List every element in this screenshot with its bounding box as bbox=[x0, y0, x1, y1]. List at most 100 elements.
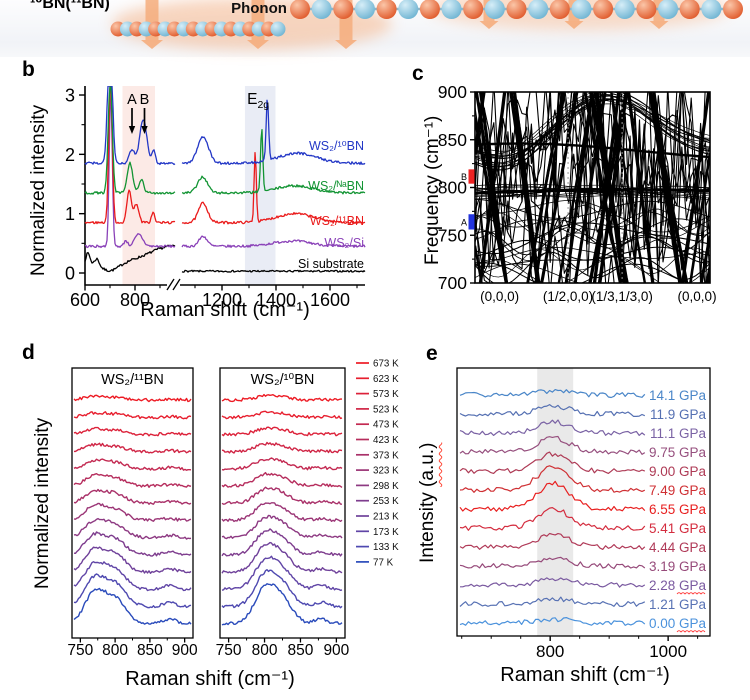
svg-text:423 K: 423 K bbox=[373, 435, 399, 446]
svg-text:1600: 1600 bbox=[310, 290, 350, 310]
svg-text:700: 700 bbox=[438, 273, 467, 293]
svg-text:800: 800 bbox=[120, 290, 150, 310]
panel-c-plot: 700 750 800 850 900 (0,0,0) (1/2,0,0)(1/3,1/3,… bbox=[438, 82, 717, 304]
nitrogen-atom bbox=[658, 0, 679, 19]
svg-text:11.1 GPa: 11.1 GPa bbox=[650, 426, 707, 441]
svg-text:573 K: 573 K bbox=[373, 389, 399, 400]
nitrogen-atom bbox=[354, 0, 375, 19]
temperature-legend: 673 K 623 K 573 K 523 K 473 K 423 K 373 K 323 K… bbox=[356, 359, 399, 568]
svg-text:850: 850 bbox=[438, 130, 467, 150]
spectrum-WS₂/¹⁰BN bbox=[84, 86, 366, 166]
svg-text:1: 1 bbox=[65, 204, 75, 224]
pressure-spectra: 14.1 GPa 11.9 GPa 11.1 GPa 9.75 GPa 9.00 GPa… bbox=[459, 388, 707, 633]
svg-text:2: 2 bbox=[65, 145, 75, 165]
svg-text:173 K: 173 K bbox=[373, 527, 399, 538]
svg-text:800: 800 bbox=[252, 642, 278, 659]
svg-text:5.41 GPa: 5.41 GPa bbox=[649, 521, 707, 536]
svg-text:A: A bbox=[127, 92, 137, 108]
panel-c-letter: c bbox=[412, 62, 424, 85]
svg-text:Si substrate: Si substrate bbox=[298, 257, 364, 271]
boron-atom bbox=[636, 0, 657, 19]
boron-atom bbox=[506, 0, 527, 19]
svg-text:0: 0 bbox=[65, 264, 75, 284]
svg-text:(1/3,1/3,0): (1/3,1/3,0) bbox=[591, 289, 653, 304]
nitrogen-atom bbox=[571, 0, 592, 19]
nitrogen-atom bbox=[311, 0, 332, 19]
axes: 600 800 1200 1400 1600 0 1 2 3 bbox=[65, 86, 365, 310]
phonon-schematic-drawing bbox=[110, 0, 743, 50]
svg-text:900: 900 bbox=[438, 82, 467, 102]
svg-text:800: 800 bbox=[536, 642, 564, 661]
panel-b-plot: 600 800 1200 1400 1600 0 1 2 3 WS₂/¹⁰BNWS₂/ᴺᵃBNWS… bbox=[65, 86, 366, 310]
svg-text:9.00 GPa: 9.00 GPa bbox=[649, 464, 707, 479]
svg-text:850: 850 bbox=[137, 642, 163, 659]
svg-text:WS₂/¹¹BN: WS₂/¹¹BN bbox=[310, 214, 364, 228]
svg-text:750: 750 bbox=[67, 642, 93, 659]
svg-text:77 K: 77 K bbox=[373, 557, 394, 568]
svg-text:7.49 GPa: 7.49 GPa bbox=[649, 483, 707, 498]
svg-text:(0,0,0): (0,0,0) bbox=[480, 289, 519, 304]
zone-boundary-lines bbox=[567, 92, 623, 283]
subpanel-WS₂/¹¹BN: WS₂/¹¹BN 750 800 850 900 bbox=[67, 367, 198, 659]
svg-text:6.55 GPa: 6.55 GPa bbox=[649, 502, 707, 517]
nitrogen-atom bbox=[270, 21, 286, 37]
svg-text:1400: 1400 bbox=[256, 290, 296, 310]
phonon-bands bbox=[475, 92, 710, 283]
panel-e-plot: 14.1 GPa 11.9 GPa 11.1 GPa 9.75 GPa 9.00 GPa… bbox=[456, 367, 711, 661]
boron-atom bbox=[290, 0, 310, 19]
svg-text:B: B bbox=[140, 92, 150, 108]
svg-text:A: A bbox=[461, 217, 467, 227]
svg-text:0.00 GPa: 0.00 GPa bbox=[649, 616, 707, 631]
svg-text:WS₂/¹¹BN: WS₂/¹¹BN bbox=[101, 372, 164, 388]
boron-atom bbox=[679, 0, 700, 19]
svg-text:623 K: 623 K bbox=[373, 374, 399, 385]
nitrogen-atom bbox=[614, 0, 635, 19]
panel-b-letter: b bbox=[22, 58, 35, 81]
svg-text:4.44 GPa: 4.44 GPa bbox=[649, 540, 707, 555]
subpanel-WS₂/¹⁰BN: WS₂/¹⁰BN 750 800 850 900 bbox=[216, 367, 350, 659]
panel-d-xlabel: Raman shift (cm⁻¹) bbox=[125, 668, 295, 690]
svg-text:3: 3 bbox=[65, 86, 75, 106]
svg-text:800: 800 bbox=[438, 178, 467, 198]
boron-atom bbox=[463, 0, 484, 19]
svg-text:323 K: 323 K bbox=[373, 466, 399, 477]
series-labels: WS₂/¹⁰BN WS₂/ᴺᵃBN WS₂/¹¹BN WS₂/Si Si substra… bbox=[298, 139, 364, 271]
svg-text:600: 600 bbox=[70, 290, 100, 310]
svg-text:WS₂/¹⁰BN: WS₂/¹⁰BN bbox=[309, 139, 364, 153]
svg-text:213 K: 213 K bbox=[373, 512, 399, 523]
svg-text:11.9 GPa: 11.9 GPa bbox=[650, 407, 707, 422]
axes: 700 750 800 850 900 (0,0,0) (1/2,0,0)(1/3,1/3,… bbox=[438, 82, 717, 304]
spectrum-Si substrate bbox=[84, 244, 366, 273]
svg-text:900: 900 bbox=[172, 642, 198, 659]
panel-d-letter: d bbox=[22, 341, 35, 364]
svg-text:253 K: 253 K bbox=[373, 496, 399, 507]
nitrogen-atom bbox=[441, 0, 462, 19]
svg-text:2.28 GPa: 2.28 GPa bbox=[649, 578, 707, 593]
svg-text:WS₂/¹⁰BN: WS₂/¹⁰BN bbox=[251, 372, 315, 388]
isotope-label: ¹⁰BN(¹¹BN) bbox=[30, 0, 110, 12]
boron-atom bbox=[549, 0, 570, 19]
svg-text:1.21 GPa: 1.21 GPa bbox=[649, 597, 707, 612]
panel-b-xlabel: Raman shift (cm⁻¹) bbox=[140, 299, 310, 321]
svg-text:750: 750 bbox=[216, 642, 242, 659]
svg-text:1200: 1200 bbox=[202, 290, 242, 310]
svg-text:298 K: 298 K bbox=[373, 481, 399, 492]
boron-atom bbox=[376, 0, 397, 19]
svg-text:800: 800 bbox=[102, 642, 128, 659]
spectrum-WS₂/Si bbox=[84, 94, 366, 249]
nitrogen-atom bbox=[528, 0, 549, 19]
bn-chain-right bbox=[290, 0, 743, 19]
panel-d-plot: WS₂/¹¹BN 750 800 850 900 WS₂/¹⁰BN 750 800 850 900… bbox=[67, 359, 399, 660]
nitrogen-atom bbox=[701, 0, 722, 19]
mode-markers: BA bbox=[461, 169, 475, 230]
svg-text:3.19 GPa: 3.19 GPa bbox=[649, 559, 707, 574]
axes: 800 1000 bbox=[456, 367, 711, 661]
panel-e-xlabel: Raman shift (cm⁻¹) bbox=[500, 664, 670, 686]
spectrum-WS₂/ᴺᵃBN bbox=[84, 86, 366, 195]
boron-atom bbox=[593, 0, 614, 19]
phonon-label: Phonon bbox=[231, 0, 287, 17]
svg-text:B: B bbox=[461, 172, 467, 182]
svg-text:133 K: 133 K bbox=[373, 542, 399, 553]
boron-atom bbox=[333, 0, 354, 19]
